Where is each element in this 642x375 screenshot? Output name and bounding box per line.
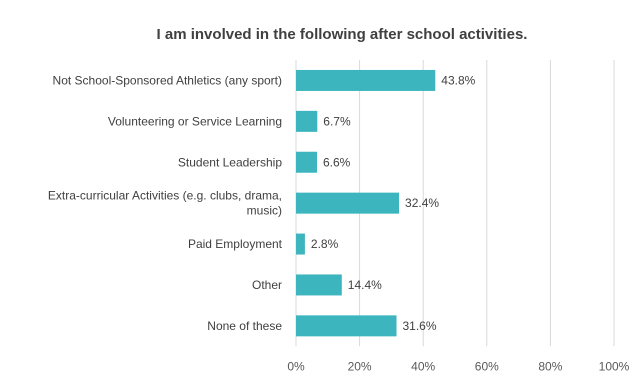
data-label: 31.6% [402,319,436,333]
bars: 43.8% 6.7% 6.6% 32.4% 2.8% 14.4% 31.6% [296,69,476,337]
bar [296,274,342,296]
category-label: Other [252,278,282,292]
bar [296,315,397,337]
category-label: Not School-Sponsored Athletics (any spor… [53,73,282,87]
x-axis-ticks: 0% 20% 40% 60% 80% 100% [287,359,629,373]
data-label: 14.4% [348,278,382,292]
x-tick-label: 60% [475,359,499,373]
data-label: 2.8% [311,237,339,251]
bar [296,151,317,173]
category-label: Student Leadership [178,155,282,169]
category-label: None of these [207,319,282,333]
category-labels: Not School-Sponsored Athletics (any spor… [48,73,283,332]
data-label: 32.4% [405,196,439,210]
bar [296,192,400,214]
data-label: 43.8% [441,73,475,87]
bar [296,233,305,255]
bar [296,110,318,132]
category-label: Paid Employment [188,237,283,251]
data-label: 6.7% [323,114,351,128]
x-tick-label: 80% [538,359,562,373]
x-tick-label: 100% [599,359,630,373]
x-tick-label: 40% [411,359,435,373]
x-tick-label: 0% [287,359,305,373]
gridlines [295,60,615,347]
bar [296,69,436,91]
data-label: 6.6% [323,155,351,169]
category-label: Extra-curricular Activities (e.g. clubs,… [48,189,282,218]
category-label: Volunteering or Service Learning [108,114,282,128]
chart-title: I am involved in the following after sch… [157,26,528,43]
x-tick-label: 20% [348,359,372,373]
